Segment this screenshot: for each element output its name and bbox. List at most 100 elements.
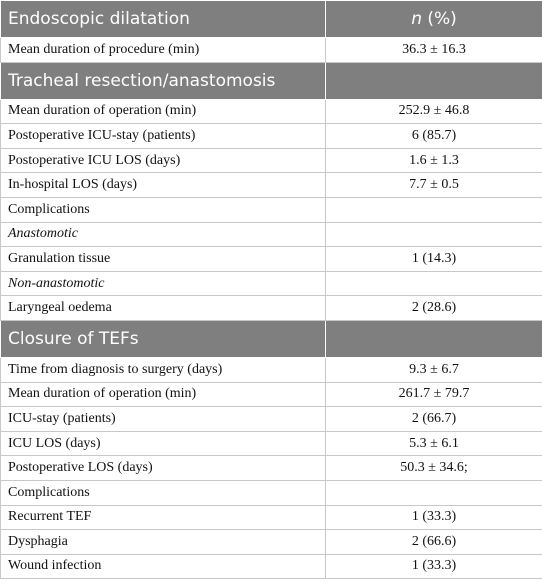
row-value: 261.7 ± 79.7 (398, 386, 470, 402)
row-label: Recurrent TEF (8, 509, 92, 525)
row-label: Anastomotic (8, 226, 78, 242)
section-title: Endoscopic dilatation (8, 9, 190, 29)
table-row: Anastomotic (0, 221, 542, 248)
row-label: Mean duration of operation (min) (8, 386, 197, 402)
section-header-row: Closure of TEFs (0, 319, 542, 358)
column-label-cell: n (%) (325, 0, 542, 38)
value-cell: 1.6 ± 1.3 (325, 147, 542, 174)
value-cell: 1 (33.3) (325, 504, 542, 531)
label-cell: ICU-stay (patients) (0, 406, 326, 432)
row-value: 6 (85.7) (411, 127, 457, 143)
label-cell: Postoperative LOS (days) (0, 455, 326, 481)
label-cell: Mean duration of operation (min) (0, 381, 326, 408)
row-label: In-hospital LOS (days) (8, 177, 138, 193)
label-cell: Recurrent TEF (0, 504, 326, 531)
label-cell: Time from diagnosis to surgery (days) (0, 356, 326, 383)
value-cell: 9.3 ± 6.7 (325, 356, 542, 383)
value-cell (325, 221, 542, 248)
section-title-cell: Tracheal resection/anastomosis (0, 61, 326, 100)
row-value: 1.6 ± 1.3 (409, 152, 459, 168)
value-cell (325, 196, 542, 223)
table-row: Postoperative LOS (days) 50.3 ± 34.6; (0, 455, 542, 481)
column-label-cell (325, 319, 542, 358)
table-row: Mean duration of operation (min) 252.9 ± … (0, 98, 542, 125)
label-cell: Mean duration of procedure (min) (0, 37, 326, 63)
value-cell: 261.7 ± 79.7 (325, 381, 542, 408)
row-value: 1 (33.3) (411, 509, 457, 525)
label-cell: Wound infection (0, 553, 326, 580)
column-unit: (%) (427, 9, 457, 29)
section-title-cell: Endoscopic dilatation (0, 0, 326, 38)
table-row: Dysphagia 2 (66.6) (0, 529, 542, 555)
table-row: In-hospital LOS (days) 7.7 ± 0.5 (0, 172, 542, 198)
value-cell (325, 270, 542, 297)
row-value: 1 (33.3) (411, 558, 457, 574)
row-label: Postoperative ICU-stay (patients) (8, 127, 196, 143)
value-cell: 5.3 ± 6.1 (325, 430, 542, 457)
label-cell: Postoperative ICU-stay (patients) (0, 123, 326, 149)
row-label: Wound infection (8, 558, 102, 574)
value-cell: 252.9 ± 46.8 (325, 98, 542, 125)
table-row: Recurrent TEF 1 (33.3) (0, 504, 542, 531)
value-cell: 1 (33.3) (325, 553, 542, 580)
row-value: 7.7 ± 0.5 (409, 177, 459, 193)
row-label: Dysphagia (8, 533, 68, 549)
row-value: 5.3 ± 6.1 (409, 435, 459, 451)
label-cell: Anastomotic (0, 221, 326, 248)
row-label: Mean duration of procedure (min) (8, 41, 200, 57)
row-label: Postoperative LOS (days) (8, 460, 153, 476)
row-value: 252.9 ± 46.8 (398, 103, 470, 119)
label-cell: Dysphagia (0, 529, 326, 555)
row-label: Postoperative ICU LOS (days) (8, 152, 181, 168)
row-label: Non-anastomotic (8, 275, 105, 291)
label-cell: Laryngeal oedema (0, 295, 326, 321)
row-label: ICU-stay (patients) (8, 410, 116, 426)
table-row: ICU LOS (days) 5.3 ± 6.1 (0, 430, 542, 457)
row-value: 1 (14.3) (411, 250, 457, 266)
row-value: 9.3 ± 6.7 (409, 361, 459, 377)
value-cell: 2 (66.6) (325, 529, 542, 555)
value-cell: 7.7 ± 0.5 (325, 172, 542, 198)
table-row: Complications (0, 196, 542, 223)
value-cell: 1 (14.3) (325, 246, 542, 272)
row-value: 2 (66.6) (411, 533, 457, 549)
table-row: Postoperative ICU-stay (patients) 6 (85.7… (0, 123, 542, 149)
value-cell: 50.3 ± 34.6; (325, 455, 542, 481)
row-label: ICU LOS (days) (8, 435, 101, 451)
table-row: Complications (0, 479, 542, 506)
label-cell: ICU LOS (days) (0, 430, 326, 457)
section-header-row: Endoscopic dilatation n (%) (0, 0, 542, 38)
value-cell: 2 (66.7) (325, 406, 542, 432)
value-cell: 2 (28.6) (325, 295, 542, 321)
section-title-cell: Closure of TEFs (0, 319, 326, 358)
row-value: 2 (28.6) (411, 300, 457, 316)
label-cell: Mean duration of operation (min) (0, 98, 326, 125)
section-title: Tracheal resection/anastomosis (8, 70, 276, 91)
row-label: Granulation tissue (8, 250, 111, 266)
column-symbol: n (411, 9, 422, 29)
table-row: Granulation tissue 1 (14.3) (0, 246, 542, 272)
section-header-row: Tracheal resection/anastomosis (0, 61, 542, 100)
row-label: Complications (8, 201, 90, 217)
value-cell: 6 (85.7) (325, 123, 542, 149)
row-label: Mean duration of operation (min) (8, 103, 197, 119)
row-value: 36.3 ± 16.3 (402, 41, 466, 57)
row-label: Time from diagnosis to surgery (days) (8, 361, 223, 377)
table-row: Laryngeal oedema 2 (28.6) (0, 295, 542, 321)
label-cell: Complications (0, 196, 326, 223)
table-row: Non-anastomotic (0, 270, 542, 297)
section-title: Closure of TEFs (8, 328, 139, 349)
label-cell: Non-anastomotic (0, 270, 326, 297)
table-row: Wound infection 1 (33.3) (0, 553, 542, 580)
table-row: ICU-stay (patients) 2 (66.7) (0, 406, 542, 432)
table-row: Postoperative ICU LOS (days) 1.6 ± 1.3 (0, 147, 542, 174)
table-row: Mean duration of procedure (min) 36.3 ± 1… (0, 37, 542, 63)
label-cell: Granulation tissue (0, 246, 326, 272)
row-label: Laryngeal oedema (8, 300, 112, 316)
row-value: 50.3 ± 34.6; (400, 460, 468, 476)
label-cell: Complications (0, 479, 326, 506)
column-label-cell (325, 61, 542, 100)
